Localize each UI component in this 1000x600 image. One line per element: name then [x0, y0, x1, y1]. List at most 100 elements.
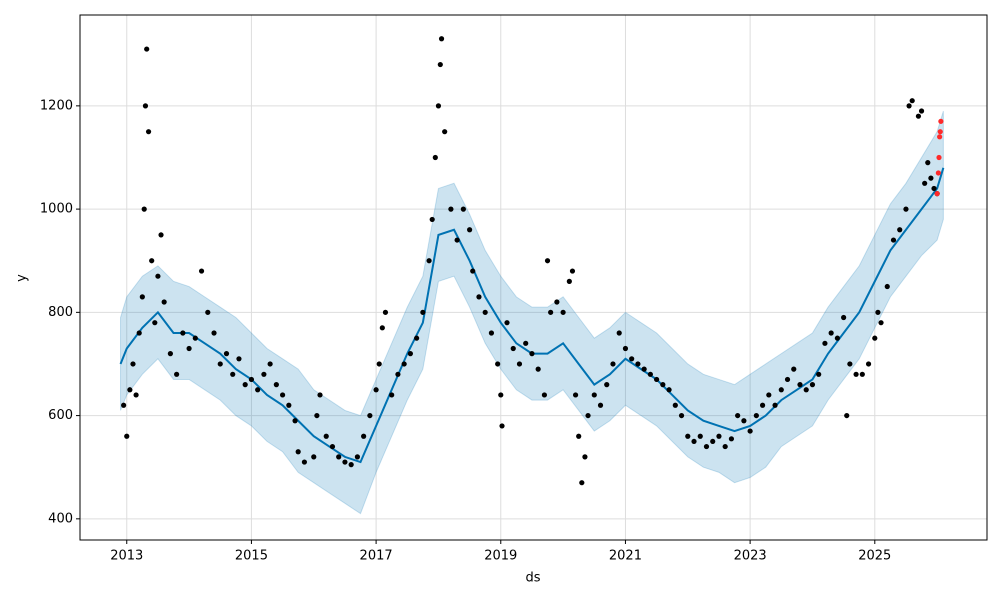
- data-point: [678, 412, 685, 419]
- data-point: [295, 449, 301, 455]
- data-point: [582, 454, 588, 460]
- data-point: [301, 459, 308, 465]
- data-point: [897, 227, 903, 233]
- data-point: [292, 418, 298, 424]
- data-point: [604, 382, 610, 388]
- data-point: [414, 335, 420, 341]
- data-point: [859, 371, 865, 377]
- data-point: [242, 382, 248, 388]
- data-point: [654, 376, 660, 383]
- data-point: [797, 382, 803, 388]
- data-point: [925, 160, 931, 166]
- data-point: [311, 454, 317, 460]
- data-point: [144, 46, 150, 52]
- x-tick-label: 2019: [484, 549, 517, 564]
- data-point: [772, 402, 778, 408]
- data-point: [847, 361, 853, 367]
- data-point: [142, 103, 149, 109]
- data-point: [554, 299, 560, 305]
- data-point: [753, 412, 759, 419]
- data-point: [936, 154, 942, 161]
- data-point: [909, 98, 915, 104]
- data-point: [470, 268, 476, 274]
- data-point: [791, 366, 797, 372]
- data-point: [672, 402, 678, 408]
- data-point: [822, 340, 828, 346]
- data-point: [174, 371, 180, 377]
- data-point: [844, 412, 850, 419]
- data-point: [223, 351, 230, 357]
- data-point: [937, 134, 943, 140]
- data-point: [448, 206, 454, 212]
- data-point: [878, 320, 884, 326]
- data-point: [928, 175, 934, 181]
- data-point: [248, 376, 255, 383]
- data-point: [906, 103, 912, 109]
- data-point: [426, 258, 432, 264]
- y-tick-label: 1200: [40, 98, 73, 113]
- data-point: [217, 361, 223, 367]
- data-point: [136, 330, 142, 336]
- data-point: [141, 206, 147, 212]
- data-point: [778, 387, 784, 393]
- data-point: [499, 423, 505, 429]
- data-point: [317, 392, 323, 398]
- data-point: [841, 314, 847, 321]
- data-point: [314, 412, 320, 419]
- data-point: [504, 320, 510, 326]
- y-tick-label: 800: [48, 305, 73, 320]
- data-point: [560, 309, 566, 315]
- data-point: [660, 382, 666, 388]
- data-point: [420, 309, 426, 315]
- x-tick-label: 2015: [235, 549, 268, 564]
- data-point: [149, 258, 155, 264]
- data-point: [236, 356, 242, 362]
- data-point: [535, 366, 541, 372]
- data-point: [336, 454, 342, 460]
- data-point: [389, 392, 395, 398]
- data-point: [432, 154, 438, 161]
- data-point: [139, 294, 145, 300]
- data-point: [155, 273, 161, 279]
- data-point: [279, 392, 286, 398]
- data-point: [373, 387, 379, 393]
- data-point: [735, 412, 741, 419]
- data-point: [267, 361, 273, 367]
- data-point: [576, 433, 582, 439]
- data-point: [691, 438, 697, 445]
- data-point: [476, 294, 482, 300]
- data-point: [192, 335, 198, 341]
- x-tick-label: 2017: [360, 549, 393, 564]
- data-point: [255, 387, 261, 393]
- y-tick-label: 1000: [40, 202, 73, 217]
- data-point: [541, 392, 548, 398]
- data-point: [354, 454, 360, 460]
- data-point: [361, 433, 367, 439]
- data-point: [376, 361, 382, 367]
- data-point: [348, 462, 354, 468]
- data-point: [482, 309, 488, 315]
- x-tick-label: 2025: [858, 549, 891, 564]
- data-point: [741, 418, 747, 424]
- data-point: [127, 387, 133, 393]
- data-point: [133, 392, 139, 398]
- data-point: [872, 335, 878, 341]
- data-point: [903, 206, 909, 212]
- data-point: [523, 340, 529, 346]
- data-point: [382, 309, 389, 315]
- data-point: [342, 459, 348, 465]
- data-point: [158, 232, 164, 238]
- data-point: [890, 237, 897, 243]
- data-point: [460, 206, 466, 212]
- data-point: [438, 36, 445, 42]
- data-point: [329, 443, 336, 450]
- data-point: [931, 185, 937, 192]
- data-point: [784, 376, 791, 383]
- data-point: [498, 392, 504, 398]
- data-point: [935, 170, 941, 176]
- data-point: [666, 387, 672, 393]
- y-tick-label: 600: [48, 408, 73, 423]
- data-point: [938, 118, 944, 124]
- data-point: [697, 433, 703, 439]
- data-point: [124, 433, 130, 439]
